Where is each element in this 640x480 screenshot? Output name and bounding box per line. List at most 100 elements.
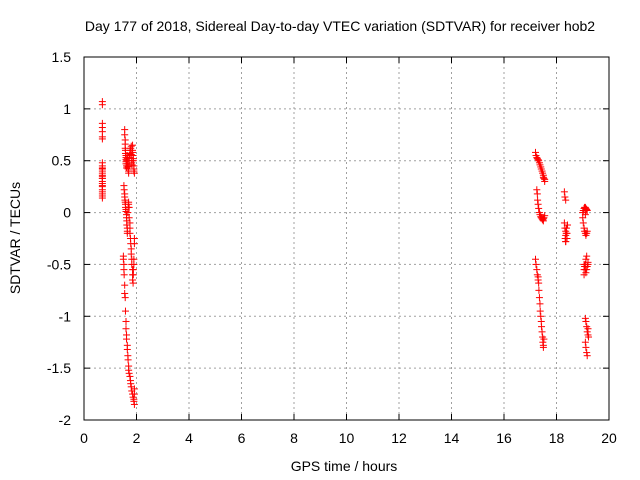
data-point [535, 294, 543, 302]
data-point [582, 317, 590, 325]
data-point [130, 400, 138, 408]
x-tick-label: 16 [496, 430, 512, 446]
data-point [539, 343, 547, 351]
data-point [129, 148, 137, 156]
data-point [121, 307, 129, 315]
data-point [534, 196, 542, 204]
data-point [540, 335, 548, 343]
data-point [536, 300, 544, 308]
x-tick-label: 20 [601, 430, 617, 446]
data-point [121, 281, 129, 289]
data-point [539, 338, 547, 346]
data-point [533, 266, 541, 274]
data-point [130, 255, 138, 263]
data-point [121, 131, 129, 139]
data-point [98, 101, 106, 109]
data-point [122, 325, 130, 333]
y-tick-label: -1.5 [47, 360, 71, 376]
x-tick-label: 14 [444, 430, 460, 446]
data-point [98, 174, 106, 182]
data-point [585, 333, 593, 341]
data-point [130, 235, 138, 242]
data-point [126, 229, 134, 237]
data-point [98, 135, 106, 143]
data-point [535, 279, 543, 287]
data-point [538, 328, 546, 336]
y-tick-label: 1.5 [52, 49, 72, 65]
data-point [579, 219, 587, 227]
x-tick-label: 18 [549, 430, 565, 446]
data-point [540, 174, 548, 182]
data-point [532, 148, 539, 156]
data-point [580, 271, 588, 279]
y-tick-label: -2 [59, 412, 72, 428]
data-point [583, 227, 591, 235]
data-point [580, 224, 588, 232]
data-point [127, 142, 135, 150]
data-point [125, 366, 133, 374]
data-point [583, 205, 591, 213]
x-tick-label: 0 [80, 430, 88, 446]
y-tick-label: 1 [63, 101, 71, 117]
data-point [125, 198, 133, 206]
data-point [533, 186, 541, 194]
data-point [535, 204, 543, 212]
data-point [583, 349, 591, 357]
data-point [537, 312, 545, 320]
data-point [539, 215, 547, 223]
axis-ticks: 0 2 4 6 8 10 12 14 16 18 20 -2 -1.5 -1 -0.5 0 0.5 1 1.5 [47, 49, 617, 446]
data-point [563, 229, 571, 237]
data-point [123, 335, 131, 343]
y-tick-label: -1 [59, 308, 72, 324]
data-point [125, 203, 133, 211]
data-point [122, 317, 130, 325]
data-point [532, 255, 539, 263]
data-point [583, 328, 591, 336]
data-point [583, 352, 591, 360]
x-tick-label: 8 [290, 430, 298, 446]
data-point [560, 188, 568, 196]
data-point [120, 271, 128, 279]
data-point [534, 276, 542, 284]
x-tick-label: 4 [185, 430, 193, 446]
data-point [126, 372, 134, 380]
y-axis-label: SDTVAR / TECUs [7, 182, 23, 294]
data-point [564, 221, 572, 229]
data-point [562, 196, 570, 204]
data-point [541, 212, 549, 220]
data-point [582, 343, 590, 351]
data-point [124, 356, 132, 364]
y-tick-label: 0.5 [52, 153, 72, 169]
data-point [535, 286, 543, 294]
data-point [129, 276, 137, 284]
data-point [562, 238, 570, 246]
data-point [98, 194, 106, 202]
data-point [121, 289, 129, 297]
data-point [536, 307, 544, 315]
x-axis-label: GPS time / hours [291, 458, 398, 474]
data-point [120, 186, 128, 194]
data-point [532, 260, 540, 268]
x-tick-label: 6 [238, 430, 246, 446]
data-point [119, 255, 127, 263]
data-point [581, 314, 589, 322]
data-point [129, 157, 137, 165]
data-point [125, 214, 133, 222]
grid [84, 57, 609, 420]
data-point [121, 294, 129, 302]
data-point [125, 369, 133, 377]
data-point [581, 260, 589, 268]
data-point [581, 211, 589, 219]
data-point [581, 338, 589, 346]
data-point [534, 156, 542, 164]
data-point [123, 345, 131, 353]
data-point [562, 224, 570, 232]
y-tick-label: -0.5 [47, 256, 71, 272]
data-point [582, 255, 590, 263]
data-point [127, 380, 135, 388]
data-point [533, 190, 541, 198]
data-point [129, 266, 137, 274]
y-tick-label: 0 [63, 205, 71, 221]
data-point [583, 252, 591, 260]
